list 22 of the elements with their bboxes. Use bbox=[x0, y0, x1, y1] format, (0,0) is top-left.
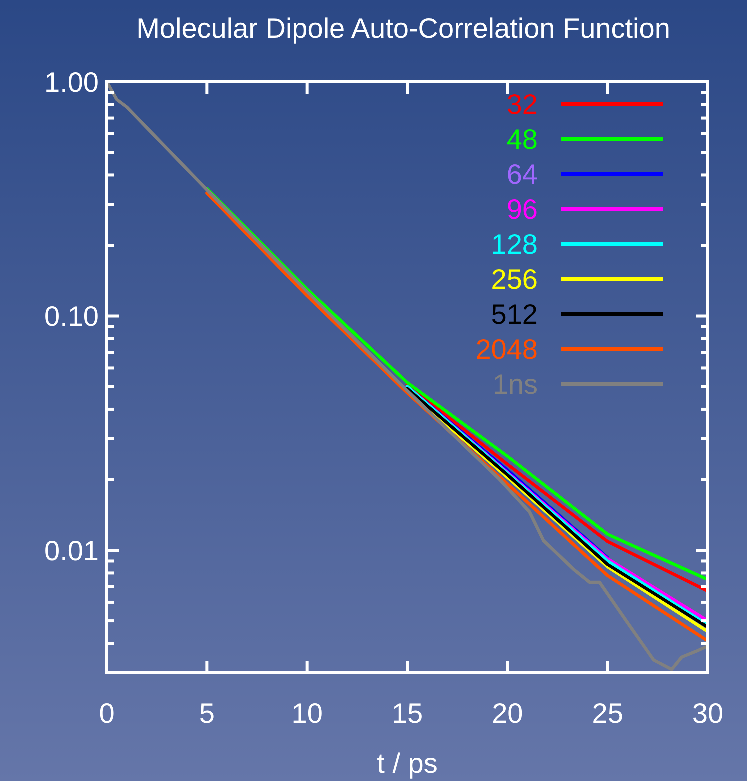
x-tick-label: 5 bbox=[199, 698, 215, 729]
x-tick-label: 30 bbox=[692, 698, 724, 729]
y-tick-label: 1.00 bbox=[44, 66, 99, 98]
legend-label: 2048 bbox=[476, 334, 538, 365]
legend-label: 32 bbox=[506, 88, 538, 120]
y-tick-label: 0.10 bbox=[44, 301, 99, 332]
legend-label: 128 bbox=[491, 228, 538, 260]
y-tick-label: 0.01 bbox=[44, 535, 99, 566]
x-axis-title: t / ps bbox=[377, 748, 438, 779]
legend-label: 64 bbox=[506, 158, 538, 190]
x-tick-label: 0 bbox=[99, 698, 115, 729]
x-tick-label: 25 bbox=[592, 698, 624, 729]
legend-label: 96 bbox=[506, 194, 538, 225]
x-tick-label: 20 bbox=[492, 698, 524, 729]
legend-label: 48 bbox=[506, 124, 538, 155]
x-tick-label: 15 bbox=[392, 698, 424, 729]
line-series bbox=[107, 82, 708, 672]
chart-title: Molecular Dipole Auto-Correlation Function bbox=[136, 13, 670, 44]
legend-label: 512 bbox=[491, 298, 538, 330]
legend-label: 1ns bbox=[492, 368, 538, 400]
legend-label: 256 bbox=[491, 264, 538, 295]
x-tick-label: 10 bbox=[292, 698, 323, 729]
